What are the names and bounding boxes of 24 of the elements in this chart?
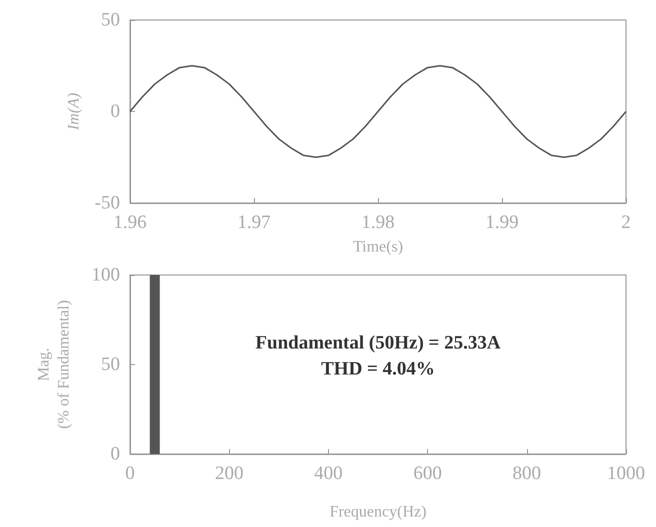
x-tick-label: 2 (621, 212, 631, 233)
x-tick-label: 1.98 (361, 212, 395, 233)
y-tick-label: 50 (101, 10, 120, 30)
x-tick-label: 400 (314, 463, 343, 484)
x-tick-label: 200 (214, 463, 244, 484)
x-tick-label: 1.96 (113, 212, 147, 233)
x-tick-label: 1000 (607, 463, 645, 484)
x-tick-label: 0 (125, 463, 135, 484)
y-axis-title: Im(A) (65, 92, 82, 132)
x-tick-label: 1.99 (485, 212, 519, 233)
annotation: Fundamental (50Hz) = 25.33A (255, 332, 501, 354)
y-tick-label: 100 (92, 264, 120, 286)
y-tick-label: -50 (94, 192, 120, 214)
x-tick-label: 1.97 (237, 212, 271, 233)
y-tick-label: 0 (110, 101, 120, 122)
x-axis-title: Time(s) (352, 238, 404, 256)
line-series (129, 65, 627, 158)
y-tick-label: 0 (110, 444, 120, 464)
x-tick-label: 800 (512, 463, 542, 484)
annotation: THD = 4.04% (321, 358, 435, 380)
x-tick-label: 600 (413, 463, 442, 484)
x-axis-title: Frequency(Hz) (330, 504, 426, 520)
y-axis-title: Mag. (% of Fundamental) (36, 300, 72, 429)
y-tick-label: 50 (101, 354, 120, 375)
